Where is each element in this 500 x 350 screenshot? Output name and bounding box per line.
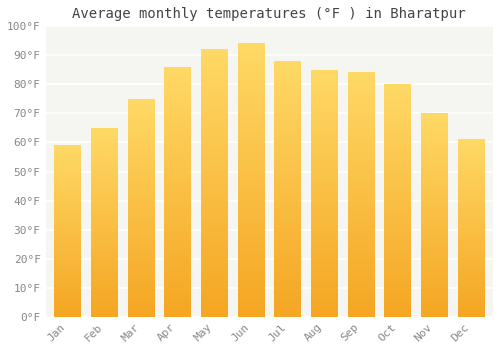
Title: Average monthly temperatures (°F ) in Bharatpur: Average monthly temperatures (°F ) in Bh…: [72, 7, 466, 21]
